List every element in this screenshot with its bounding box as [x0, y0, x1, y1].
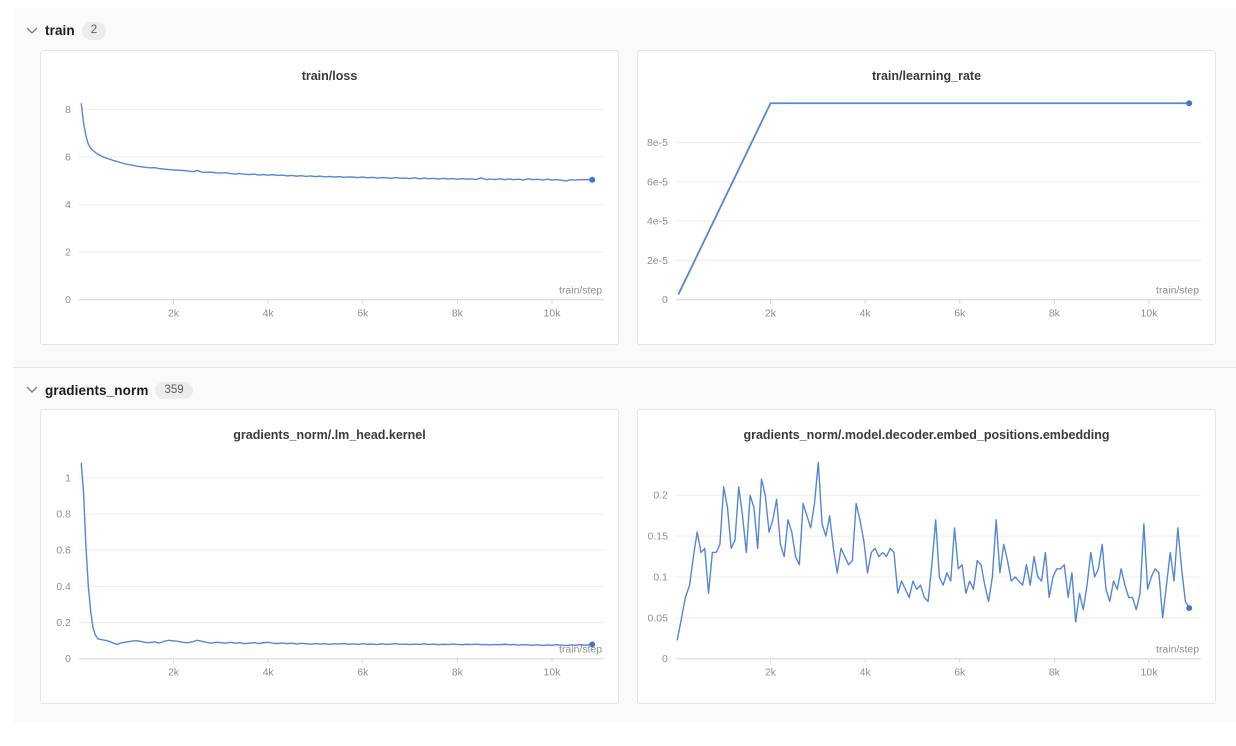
train-loss-line-chart: 0 2 4 6 8 2k 4k 6k 8k 10k train/step	[65, 102, 605, 319]
svg-text:0.2: 0.2	[653, 491, 668, 502]
svg-text:train/step: train/step	[559, 285, 602, 296]
svg-text:6k: 6k	[954, 308, 966, 319]
svg-text:0.1: 0.1	[653, 572, 668, 583]
svg-text:6: 6	[65, 152, 71, 163]
svg-text:0: 0	[65, 654, 71, 665]
chart-panel-train-loss[interactable]: train/loss 0 2 4 6 8 2k 4k 6k 8k 10k train/step	[40, 49, 619, 345]
embed-positions-embedding-line-chart: 0 0.05 0.1 0.15 0.2 2k 4k 6k 8k 10k train/step	[648, 461, 1202, 679]
svg-text:10k: 10k	[544, 668, 562, 679]
svg-text:4e-5: 4e-5	[647, 216, 668, 227]
svg-text:2k: 2k	[168, 308, 180, 319]
svg-text:8e-5: 8e-5	[647, 138, 668, 149]
section-header-gradients-norm[interactable]: gradients_norm 359	[14, 368, 1236, 410]
svg-text:8k: 8k	[452, 308, 464, 319]
chart-panel-embed-positions-embedding[interactable]: gradients_norm/.model.decoder.embed_posi…	[637, 409, 1216, 704]
chevron-down-icon[interactable]	[26, 386, 38, 394]
svg-text:train/step: train/step	[1156, 285, 1199, 296]
svg-text:train/step: train/step	[559, 645, 602, 656]
panel-row-gradients-norm: gradients_norm/.lm_head.kernel 0 0.2 0.4 0.…	[14, 409, 1236, 704]
chart-title: train/loss	[301, 68, 358, 83]
svg-text:0.2: 0.2	[56, 618, 71, 629]
svg-text:8k: 8k	[1049, 308, 1061, 319]
section-count-badge: 2	[81, 22, 107, 40]
section-gradients-norm: gradients_norm 359 gradients_norm/.lm_he…	[14, 368, 1236, 704]
svg-text:0.6: 0.6	[56, 546, 71, 557]
svg-text:0.15: 0.15	[648, 532, 669, 543]
svg-text:0: 0	[662, 295, 668, 306]
chart-panel-train-learning-rate[interactable]: train/learning_rate 0 2e-5 4e-5 6e-5 8e-5 2k 4…	[637, 49, 1216, 345]
lm-head-kernel-line-chart: 0 0.2 0.4 0.6 0.8 1 2k 4k 6k 8k 10k train/step	[56, 462, 605, 679]
svg-text:10k: 10k	[544, 308, 562, 319]
svg-text:4k: 4k	[263, 668, 275, 679]
chart-title: gradients_norm/.lm_head.kernel	[233, 428, 426, 442]
svg-text:4: 4	[65, 200, 71, 211]
svg-text:2k: 2k	[765, 668, 777, 679]
svg-text:0: 0	[65, 295, 71, 306]
svg-text:train/step: train/step	[1156, 645, 1199, 656]
svg-text:8k: 8k	[1049, 668, 1061, 679]
svg-text:4k: 4k	[860, 668, 872, 679]
train-learning-rate-line-chart: 0 2e-5 4e-5 6e-5 8e-5 2k 4k 6k 8k 10k train/step	[647, 99, 1202, 319]
section-header-train[interactable]: train 2	[14, 8, 1236, 50]
svg-text:1: 1	[65, 473, 71, 484]
svg-text:6e-5: 6e-5	[647, 177, 668, 188]
svg-text:2e-5: 2e-5	[647, 255, 668, 266]
svg-text:0.4: 0.4	[56, 582, 71, 593]
chart-title: gradients_norm/.model.decoder.embed_posi…	[743, 428, 1110, 442]
svg-text:2: 2	[65, 247, 71, 258]
section-divider	[14, 366, 1236, 368]
svg-text:0.8: 0.8	[56, 510, 71, 521]
svg-text:6k: 6k	[357, 668, 369, 679]
svg-text:2k: 2k	[168, 668, 180, 679]
svg-text:4k: 4k	[263, 308, 275, 319]
metrics-workspace: train 2 train/loss 0 2 4 6 8 2k 4k 6k 8k 10k train…	[14, 8, 1236, 723]
svg-text:0.05: 0.05	[648, 613, 669, 624]
chart-panel-lm-head-kernel[interactable]: gradients_norm/.lm_head.kernel 0 0.2 0.4 0.…	[40, 409, 619, 704]
svg-text:6k: 6k	[357, 308, 369, 319]
svg-text:8: 8	[65, 105, 71, 116]
svg-text:4k: 4k	[860, 308, 872, 319]
svg-text:2k: 2k	[765, 308, 777, 319]
svg-text:0: 0	[662, 654, 668, 665]
panel-row-train: train/loss 0 2 4 6 8 2k 4k 6k 8k 10k train/step tr…	[14, 49, 1236, 345]
svg-text:10k: 10k	[1141, 668, 1159, 679]
section-count-badge: 359	[155, 381, 193, 399]
svg-text:6k: 6k	[954, 668, 966, 679]
section-title: train	[45, 23, 75, 39]
svg-text:10k: 10k	[1141, 308, 1159, 319]
section-title: gradients_norm	[45, 382, 149, 398]
chevron-down-icon[interactable]	[26, 27, 38, 35]
section-train: train 2 train/loss 0 2 4 6 8 2k 4k 6k 8k 10k train…	[14, 8, 1236, 345]
svg-text:8k: 8k	[452, 668, 464, 679]
chart-title: train/learning_rate	[871, 68, 982, 83]
